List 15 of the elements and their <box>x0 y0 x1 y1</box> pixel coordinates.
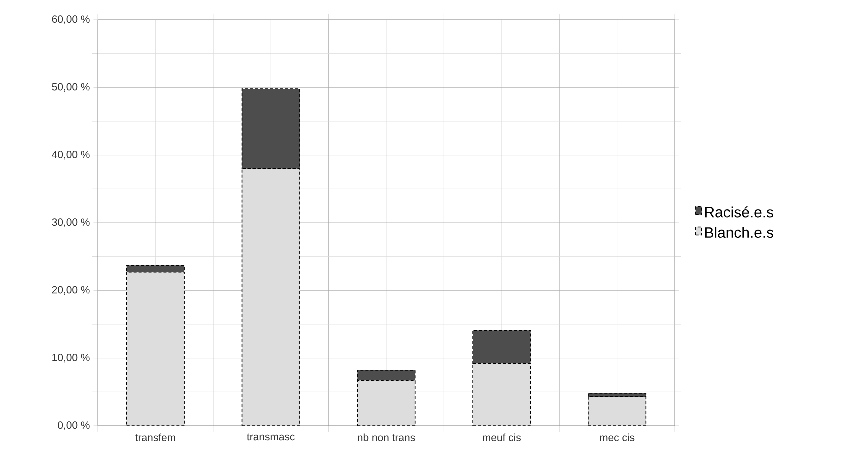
y-tick-label: 10,00 % <box>52 354 90 363</box>
x-tick-label: nb non trans <box>358 434 416 442</box>
bar <box>588 396 647 426</box>
y-tick-label: 0,00 % <box>58 422 90 430</box>
y-tick-label: 50,00 % <box>52 83 90 92</box>
legend-label: Racisé.e.s <box>705 206 774 218</box>
y-tick-label: 60,00 % <box>52 16 90 24</box>
y-tick-label: 20,00 % <box>52 286 90 295</box>
y-tick-label: 30,00 % <box>52 218 90 228</box>
x-tick-label: mec cis <box>600 434 635 442</box>
y-tick-label: 40,00 % <box>52 151 90 160</box>
x-tick-label: transmasc <box>247 434 295 441</box>
x-tick-label: meuf cis <box>483 434 521 442</box>
x-tick-label: transfem <box>136 434 176 442</box>
legend-label: Blanch.e.s <box>705 227 774 238</box>
